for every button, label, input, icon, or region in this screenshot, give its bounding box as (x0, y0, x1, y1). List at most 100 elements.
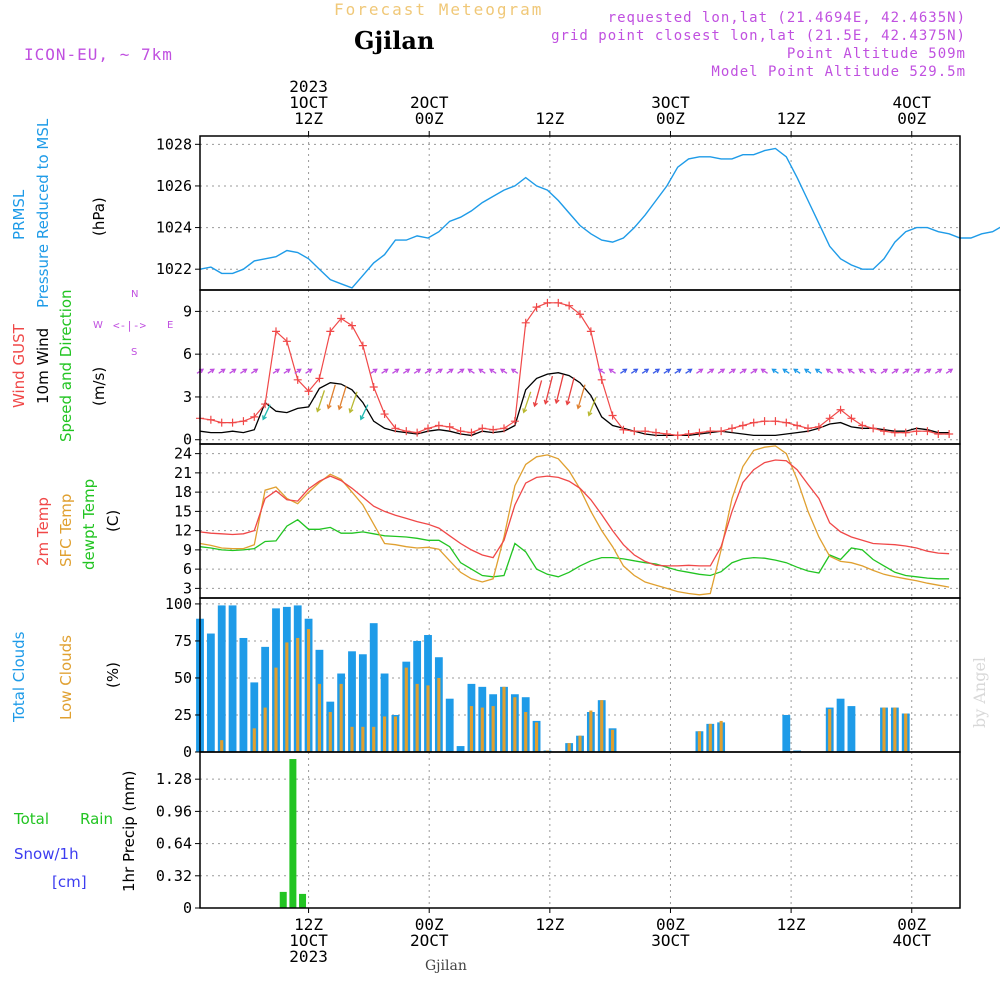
gust-marker (565, 301, 574, 310)
gust-marker (576, 310, 584, 319)
wind-arrow-head (676, 368, 682, 374)
wind-arrow-head (633, 368, 639, 374)
wind-arrow-head (326, 404, 332, 410)
wind-arrow-head (858, 368, 864, 374)
gust-marker (662, 430, 671, 439)
precip-total-label: Total (14, 810, 50, 828)
gust-marker (771, 417, 780, 426)
pressure-label-prmsl: PRMSL (10, 189, 28, 240)
wind-arrow-head (348, 408, 354, 414)
wind-arrow-head (793, 368, 799, 374)
point-altitude: Point Altitude 509m (786, 46, 966, 62)
gust-marker (456, 427, 465, 436)
precip-rain-label: Rain (80, 810, 113, 828)
grid-layer (200, 136, 960, 909)
gust-marker (825, 414, 834, 423)
wind-arrow-head (687, 368, 693, 374)
rain-bar (289, 759, 297, 908)
low-cloud-bar (719, 720, 723, 752)
wind-direction-arrow (555, 374, 564, 404)
rain-bar (279, 891, 287, 908)
wind-y-tick-label: 0 (183, 431, 192, 449)
wind-arrow-head (741, 368, 747, 374)
low-cloud-bar (350, 726, 354, 752)
rain-bar (299, 893, 307, 908)
time-label-top: 00Z (897, 109, 926, 128)
compass-east: E (167, 320, 174, 331)
gust-marker (945, 430, 954, 439)
total-cloud-bar (380, 673, 389, 752)
gust-marker (532, 303, 541, 312)
gust-marker (684, 430, 693, 439)
gust-marker (239, 417, 248, 426)
clouds-y-tick-label: 100 (165, 595, 192, 613)
wind-direction-arrow (316, 390, 326, 412)
gust-marker (337, 314, 346, 323)
wind-arrow-head (752, 368, 758, 374)
precip-snow-label: Snow/1h (14, 845, 79, 863)
gust-marker (521, 318, 530, 327)
wind-arrow-head (467, 368, 473, 374)
wind-arrow-head (836, 368, 842, 374)
wind-arrow-head (847, 368, 853, 374)
low-cloud-bar (524, 712, 528, 752)
low-cloud-bar (611, 729, 615, 752)
low-cloud-bar (328, 712, 332, 752)
gust-marker (250, 412, 259, 421)
clouds-unit-label: (%) (104, 662, 122, 688)
time-label-bottom: 2023 (289, 947, 328, 966)
wind-arrow-head (698, 368, 704, 374)
low-cloud-bar (307, 629, 311, 752)
gust-marker (782, 418, 791, 427)
precip-y-tick-label: 0 (183, 899, 192, 917)
low-cloud-bar (697, 731, 701, 752)
wind-arrow-head (654, 368, 661, 374)
total-cloud-bar (206, 633, 215, 752)
wind-arrow-head (644, 368, 650, 374)
low-cloud-bar (491, 706, 495, 752)
gust-marker (630, 427, 639, 436)
gust-marker (706, 427, 715, 436)
temp-y-tick-label: 9 (183, 541, 192, 559)
temp-y-tick-label: 15 (174, 502, 192, 520)
gust-marker (717, 427, 726, 436)
wind-arrow-head (665, 368, 671, 374)
wind-arrow-head (760, 368, 766, 374)
wind-direction-arrow (533, 380, 543, 407)
low-cloud-bar (578, 735, 582, 752)
low-cloud-bar (469, 706, 473, 752)
low-cloud-bar (317, 683, 321, 752)
temp-y-tick-label: 24 (174, 445, 192, 463)
wind-y-tick-label: 3 (183, 388, 192, 406)
wind-arrow-head (882, 368, 889, 374)
gust-marker (206, 415, 215, 424)
gridpoint-coords: grid point closest lon,lat (21.5E, 42.43… (551, 28, 966, 44)
time-label-top: 2023 (289, 77, 328, 96)
low-cloud-bar (502, 686, 506, 752)
temp-y-tick-label: 21 (174, 464, 192, 482)
temp-2m-label: 2m Temp (34, 497, 52, 566)
wind-arrow-head (904, 368, 910, 374)
low-cloud-bar (404, 667, 408, 752)
wind-direction-arrow (566, 377, 575, 405)
gust-marker (445, 422, 454, 431)
time-label-bottom: 12Z (777, 915, 806, 934)
wind-arrow-head (782, 368, 788, 374)
time-label-top: 3OCT (651, 93, 690, 112)
wind-arrow-head (499, 368, 506, 374)
pressure-label-desc: Pressure Reduced to MSL (34, 118, 52, 308)
low-cloud-bar (372, 726, 376, 752)
precip-axis-label: 1hr Precip (mm) (120, 770, 138, 892)
wind-arrow-head (489, 368, 495, 374)
gust-marker (434, 421, 443, 430)
total-cloud-bar (239, 637, 248, 752)
gust-marker (217, 418, 226, 427)
total-cloud-bar (261, 646, 270, 752)
low-cloud-bar (600, 700, 604, 752)
low-cloud-bar (361, 726, 365, 752)
wind-direction-arrow (262, 404, 271, 420)
wind-direction-arrow (523, 391, 532, 413)
wind-direction-arrow (349, 391, 358, 413)
total-cloud-bar (456, 746, 465, 752)
